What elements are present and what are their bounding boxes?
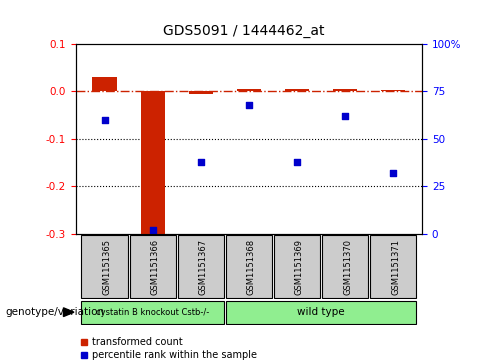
Point <box>197 159 204 165</box>
Bar <box>129 236 176 298</box>
Text: wild type: wild type <box>297 307 345 317</box>
Bar <box>81 236 128 298</box>
Text: GSM1151370: GSM1151370 <box>343 239 352 295</box>
Bar <box>322 236 368 298</box>
Point <box>341 113 349 119</box>
Point <box>293 159 301 165</box>
Bar <box>189 91 213 94</box>
Bar <box>81 301 224 324</box>
Bar <box>93 77 117 91</box>
Text: genotype/variation: genotype/variation <box>5 307 104 317</box>
Text: GSM1151369: GSM1151369 <box>295 239 304 295</box>
Polygon shape <box>63 308 74 317</box>
Point <box>245 102 253 107</box>
Text: cystatin B knockout Cstb-/-: cystatin B knockout Cstb-/- <box>96 308 209 317</box>
Bar <box>141 91 164 237</box>
Text: GSM1151368: GSM1151368 <box>247 239 256 295</box>
Bar <box>333 89 357 91</box>
Bar <box>381 90 405 91</box>
Point <box>101 117 108 123</box>
Text: GDS5091 / 1444462_at: GDS5091 / 1444462_at <box>163 24 325 38</box>
Bar <box>178 236 224 298</box>
Bar <box>226 301 416 324</box>
Bar <box>285 89 309 91</box>
Bar <box>237 89 261 91</box>
Legend: transformed count, percentile rank within the sample: transformed count, percentile rank withi… <box>81 337 257 360</box>
Point <box>149 227 157 233</box>
Bar <box>226 236 272 298</box>
Text: GSM1151371: GSM1151371 <box>391 239 400 295</box>
Bar <box>370 236 416 298</box>
Bar <box>274 236 320 298</box>
Text: GSM1151367: GSM1151367 <box>199 239 208 295</box>
Point <box>389 170 397 176</box>
Text: GSM1151366: GSM1151366 <box>150 239 160 295</box>
Text: GSM1151365: GSM1151365 <box>102 239 111 295</box>
